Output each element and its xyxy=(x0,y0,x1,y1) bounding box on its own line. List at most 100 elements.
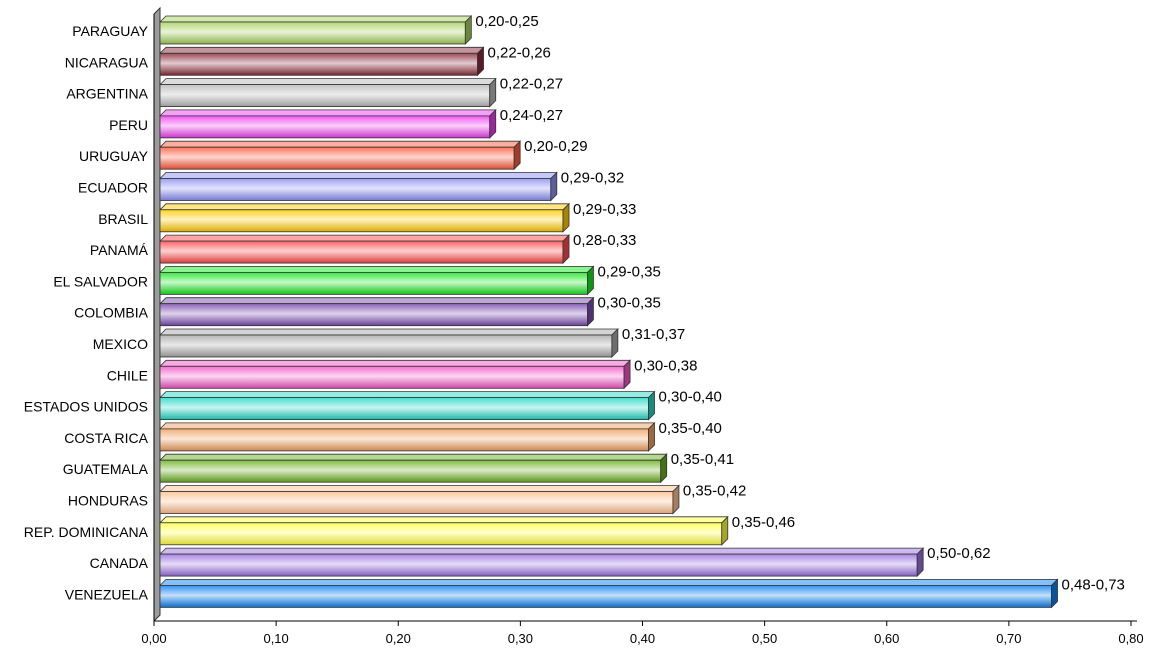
data-label: 0,28-0,33 xyxy=(573,232,636,249)
data-label: 0,30-0,35 xyxy=(597,295,660,312)
bar-end-face xyxy=(550,171,558,202)
bar-front-face xyxy=(159,334,613,358)
category-label: URUGUAY xyxy=(79,148,149,164)
bar-layer xyxy=(159,15,1059,609)
bar-front-face xyxy=(159,271,588,295)
x-tick-label: 0,70 xyxy=(996,631,1021,646)
bar-end-face xyxy=(648,421,655,452)
category-label: BRASIL xyxy=(98,211,148,227)
bar-end-face xyxy=(1051,578,1058,609)
bar-top-face xyxy=(159,297,595,305)
data-label: 0,35-0,42 xyxy=(683,483,746,500)
x-tick-label: 0,50 xyxy=(752,631,777,646)
bar-argentina xyxy=(159,77,497,108)
data-label: 0,22-0,27 xyxy=(500,76,563,93)
bar-top-face xyxy=(159,516,729,524)
bar-front-face xyxy=(159,522,723,546)
category-label: REP. DOMINICANA xyxy=(24,524,149,540)
data-label: 0,29-0,33 xyxy=(573,201,636,218)
bar-top-face xyxy=(159,46,485,54)
bar-top-face xyxy=(159,234,570,242)
data-label: 0,22-0,26 xyxy=(488,44,551,61)
category-label: COSTA RICA xyxy=(64,430,148,446)
bar-top-face xyxy=(159,140,522,148)
bar-mexico xyxy=(159,328,619,358)
bar-front-face xyxy=(159,240,564,264)
bar-front-face xyxy=(159,365,625,389)
data-label: 0,29-0,35 xyxy=(597,263,660,280)
category-label: GUATEMALA xyxy=(63,461,149,477)
x-tick-label: 0,80 xyxy=(1118,631,1143,646)
category-label: MEXICO xyxy=(93,336,148,352)
category-label: PERU xyxy=(109,117,148,133)
bar-top-face xyxy=(159,15,473,23)
bar-end-face xyxy=(562,202,570,233)
bar-end-face xyxy=(648,390,655,421)
bar-top-face xyxy=(159,328,619,336)
x-tick-label: 0,20 xyxy=(386,631,411,646)
bar-end-face xyxy=(672,484,680,515)
bar-front-face xyxy=(159,303,588,327)
x-tick-label: 0,40 xyxy=(630,631,655,646)
data-label: 0,35-0,40 xyxy=(659,420,722,437)
bar-end-face xyxy=(721,515,729,546)
bar-end-face xyxy=(489,108,497,139)
bar-uruguay xyxy=(159,140,522,171)
bar-estados-unidos xyxy=(159,390,656,421)
bar-honduras xyxy=(159,484,680,515)
category-label: VENEZUELA xyxy=(65,586,149,602)
bar-front-face xyxy=(159,553,918,577)
category-label: CANADA xyxy=(90,555,149,571)
bar-front-face xyxy=(159,397,649,421)
bar-end-face xyxy=(916,547,924,578)
category-label: ESTADOS UNIDOS xyxy=(24,399,148,415)
bar-front-face xyxy=(159,115,491,139)
data-label: 0,35-0,41 xyxy=(671,451,734,468)
bar-end-face xyxy=(513,140,521,171)
bar-front-face xyxy=(159,209,564,233)
bar-panam xyxy=(159,234,570,265)
bar-end-face xyxy=(477,46,484,77)
bar-top-face xyxy=(159,547,925,555)
bar-top-face xyxy=(159,265,595,273)
bar-front-face xyxy=(159,146,515,170)
data-label: 0,20-0,25 xyxy=(475,13,538,30)
bar-el-salvador xyxy=(159,265,595,296)
x-tick-label: 0,60 xyxy=(874,631,899,646)
bar-top-face xyxy=(159,359,632,367)
bar-end-face xyxy=(623,359,631,390)
bar-front-face xyxy=(159,491,674,514)
bar-end-face xyxy=(660,453,668,484)
category-label: CHILE xyxy=(107,367,148,383)
x-tick-label: 0,10 xyxy=(263,631,288,646)
bar-front-face xyxy=(159,585,1052,608)
bar-top-face xyxy=(159,453,668,461)
label-layer: PARAGUAY 0,20-0,25 NICARAGUA 0,22-0,26 ARGEN… xyxy=(24,13,1125,602)
bar-front-face xyxy=(159,52,478,76)
bar-front-face xyxy=(159,459,662,483)
bar-rep-dominicana xyxy=(159,515,729,546)
data-label: 0,35-0,46 xyxy=(732,514,795,531)
axis-wall xyxy=(153,6,161,623)
bar-ecuador xyxy=(159,171,558,202)
category-label: ECUADOR xyxy=(78,180,148,196)
x-tick-label: 0,00 xyxy=(141,631,166,646)
bar-end-face xyxy=(562,234,570,265)
bar-nicaragua xyxy=(159,46,485,77)
category-label: PANAMÁ xyxy=(90,242,149,258)
bar-costa-rica xyxy=(159,421,656,452)
bar-top-face xyxy=(159,78,497,85)
bar-guatemala xyxy=(159,453,668,484)
x-tick-label: 0,30 xyxy=(508,631,533,646)
data-label: 0,50-0,62 xyxy=(927,545,990,562)
category-label: EL SALVADOR xyxy=(53,273,148,289)
category-label: HONDURAS xyxy=(68,493,148,509)
bar-top-face xyxy=(159,109,497,117)
bar-top-face xyxy=(159,422,656,430)
bar-colombia xyxy=(159,296,595,327)
data-label: 0,48-0,73 xyxy=(1062,576,1125,593)
bar-brasil xyxy=(159,202,570,233)
bar-peru xyxy=(159,108,497,139)
bar-end-face xyxy=(587,296,594,327)
data-label: 0,30-0,38 xyxy=(634,357,697,374)
